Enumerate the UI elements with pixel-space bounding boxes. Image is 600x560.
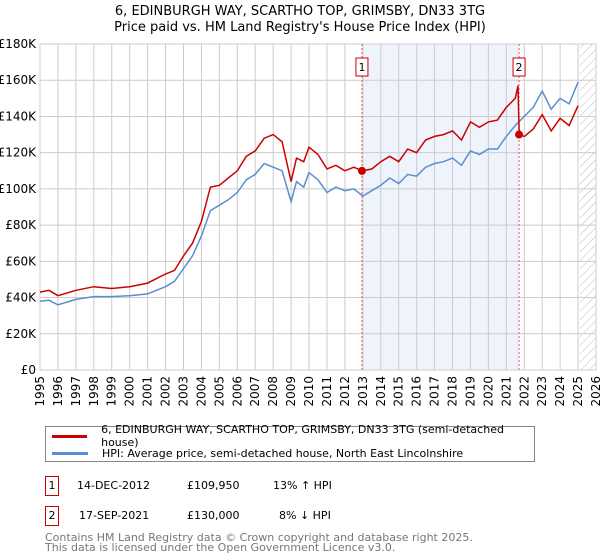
x-tick-label: 2014 [374, 376, 388, 407]
sale-badge [512, 57, 526, 77]
footer-licence: This data is licensed under the Open Gov… [45, 541, 396, 554]
x-tick-label: 2020 [481, 376, 495, 407]
legend: 6, EDINBURGH WAY, SCARTHO TOP, GRIMSBY, … [45, 423, 535, 462]
y-tick-label: £0 [21, 363, 36, 377]
plot-area: 1995 1996 1997 1998 1999 2000 2001 2002 2003 2004… [0, 37, 600, 407]
x-tick-label: 1999 [105, 376, 119, 407]
transaction-price: £109,950 [187, 479, 240, 492]
x-tick-label: 2001 [141, 376, 155, 407]
y-tick-label: £120K [0, 146, 37, 160]
sale-point [515, 130, 524, 139]
hpi-line [39, 81, 579, 306]
x-tick-label: 2026 [589, 376, 600, 407]
transaction-price: £130,000 [187, 509, 240, 522]
sale-point [357, 166, 366, 175]
x-tick-label: 2025 [571, 376, 585, 407]
x-tick-label: 2003 [176, 376, 190, 407]
transaction-badge: 2 [45, 506, 59, 526]
sale-period-shade [361, 44, 520, 370]
x-tick-label: 2008 [266, 376, 280, 407]
sale-badge [355, 57, 369, 77]
sale-badge-label: 1 [358, 61, 365, 74]
legend-label-hpi: HPI: Average price, semi-detached house,… [102, 446, 464, 460]
transaction-date: 14-DEC-2012 [77, 479, 151, 492]
x-tick-label: 2013 [356, 376, 370, 407]
future-hatch [579, 44, 596, 370]
legend-label-property: 6, EDINBURGH WAY, SCARTHO TOP, GRIMSBY, … [101, 423, 504, 449]
transaction-delta: 8% ↓ HPI [279, 509, 331, 522]
x-tick-label: 2005 [212, 376, 226, 407]
transaction-badge: 1 [45, 476, 59, 496]
legend-swatch-hpi [52, 451, 88, 455]
x-tick-label: 2019 [463, 376, 477, 407]
x-tick-label: 2018 [446, 376, 460, 407]
x-tick-label: 2021 [499, 376, 513, 407]
footer-copyright: Contains HM Land Registry data © Crown c… [45, 531, 473, 544]
sale-badge-label: 2 [516, 61, 523, 74]
legend-swatch-property [52, 434, 88, 438]
x-tick-label: 2004 [194, 376, 208, 407]
x-tick-label: 2009 [284, 376, 298, 407]
y-tick-label: £40K [5, 291, 37, 305]
x-tick-label: 2016 [410, 376, 424, 407]
x-tick-label: 2015 [392, 376, 406, 407]
x-tick-label: 1996 [51, 376, 65, 407]
transaction-delta: 13% ↑ HPI [273, 479, 332, 492]
transaction-date: 17-SEP-2021 [79, 509, 150, 522]
x-tick-label: 2022 [517, 376, 531, 407]
x-tick-label: 2006 [230, 376, 244, 407]
y-tick-label: £100K [0, 182, 37, 196]
plot-border [39, 43, 597, 371]
y-tick-label: £180K [0, 37, 37, 51]
x-tick-label: 2023 [535, 376, 549, 407]
x-tick-label: 2017 [428, 376, 442, 407]
y-tick-label: £60K [5, 254, 37, 268]
property-price-line [39, 85, 579, 297]
x-tick-label: 2002 [159, 376, 173, 407]
x-tick-label: 1995 [33, 376, 47, 407]
chart-title: 6, EDINBURGH WAY, SCARTHO TOP, GRIMSBY, … [114, 4, 486, 19]
x-tick-label: 2010 [302, 376, 316, 407]
x-tick-label: 2024 [553, 376, 567, 407]
y-tick-label: £20K [5, 327, 37, 341]
x-tick-label: 2011 [320, 376, 334, 407]
x-tick-label: 2007 [248, 376, 262, 407]
y-tick-label: £80K [5, 218, 37, 232]
x-tick-label: 2012 [338, 376, 352, 407]
y-tick-label: £160K [0, 73, 37, 87]
x-tick-label: 1997 [69, 376, 83, 407]
x-tick-label: 2000 [123, 376, 137, 407]
chart-subtitle: Price paid vs. HM Land Registry's House … [114, 20, 486, 35]
y-tick-label: £140K [0, 109, 37, 123]
x-tick-label: 1998 [87, 376, 101, 407]
